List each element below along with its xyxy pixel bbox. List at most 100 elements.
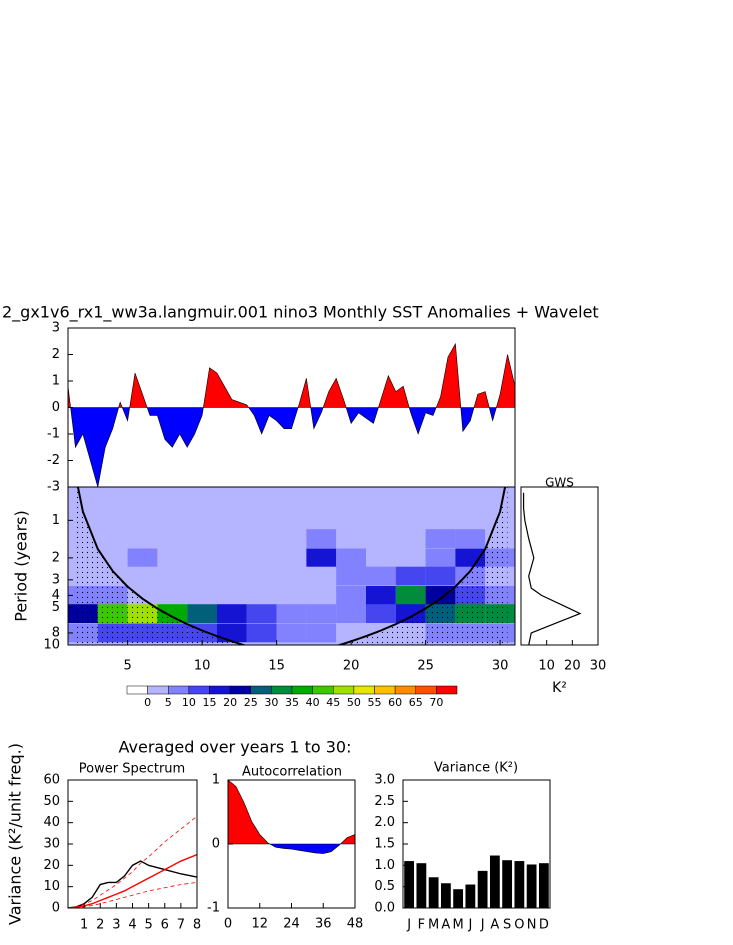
y-tick-label: 3: [52, 572, 60, 587]
colorbar-box: [250, 685, 272, 695]
y-tick-label: 8: [52, 625, 60, 640]
y-tick-label: 1.0: [374, 858, 395, 873]
colorbar-box: [312, 685, 334, 695]
y-tick-label: 40: [43, 815, 60, 830]
power-cell: [276, 566, 307, 586]
power-cell: [187, 604, 217, 623]
power-cell: [246, 604, 277, 623]
y-tick-label: 2.0: [374, 815, 395, 830]
power-cell: [157, 510, 188, 530]
power-cell: [306, 566, 337, 586]
power-cell: [187, 529, 217, 548]
y-tick-label: 1: [52, 513, 60, 528]
y-tick-label: 0: [212, 837, 220, 852]
power-cell: [366, 604, 396, 623]
x-tick-label: 1: [80, 918, 88, 933]
power-cell: [97, 510, 128, 530]
y-tick-label: 50: [43, 794, 60, 809]
x-tick-label: 36: [315, 917, 332, 932]
y-tick-label: 3.0: [374, 773, 395, 788]
power-cell: [217, 510, 247, 530]
power-cell: [425, 491, 456, 511]
x-tick-label: A: [490, 918, 499, 933]
power-cell: [366, 491, 396, 511]
power-cell: [246, 548, 277, 568]
power-cell: [425, 510, 456, 530]
panel-title: Variance (K²): [434, 761, 518, 776]
panel-title: Autocorrelation: [242, 765, 342, 780]
spectrum-line: [68, 854, 197, 908]
positive-area: [68, 342, 515, 408]
colorbar-label: 55: [368, 696, 382, 709]
x-tick-label: 4: [128, 918, 136, 933]
y-tick-label: -1: [47, 427, 60, 442]
power-cell: [455, 491, 486, 511]
plot-frame: [67, 486, 516, 646]
power-cell: [157, 586, 188, 605]
power-cell: [455, 510, 486, 530]
colorbar-label: 40: [306, 696, 320, 709]
power-cell: [127, 548, 158, 568]
power-cell: [395, 510, 426, 530]
coi-line: [76, 487, 507, 645]
power-cell: [306, 529, 337, 548]
power-cell: [187, 548, 217, 568]
plot-frame: [520, 486, 599, 646]
x-tick-label: 6: [161, 918, 169, 933]
y-tick-label: 2: [52, 347, 60, 362]
panel-title: Power Spectrum: [79, 762, 185, 777]
colorbar-label: 70: [429, 696, 443, 709]
y-tick-label: 3: [52, 321, 60, 336]
power-cell: [217, 548, 247, 568]
y-tick-label: 1: [212, 773, 220, 788]
y-axis-label: Period (years): [12, 510, 31, 622]
x-tick-label: F: [418, 918, 425, 933]
bar: [514, 861, 525, 908]
heading: Averaged over years 1 to 30:: [119, 738, 352, 757]
colorbar-box: [209, 685, 231, 695]
power-cell: [336, 586, 366, 605]
bar: [502, 860, 513, 908]
colorbar-label: 0: [144, 696, 151, 709]
x-tick-label: 12: [251, 917, 268, 932]
power-cell: [157, 548, 188, 568]
power-cell: [157, 491, 188, 511]
y-tick-label: 2.5: [374, 794, 395, 809]
coi-stipple: [75, 487, 508, 645]
x-tick-label: 8: [193, 918, 201, 933]
power-cell: [246, 586, 277, 605]
power-cell: [306, 623, 337, 643]
colorbar-box: [333, 685, 355, 695]
y-tick-label: 0.0: [374, 901, 395, 916]
power-cell: [366, 586, 396, 605]
figure-title: 2_gx1v6_rx1_ww3a.langmuir.001 nino3 Mont…: [2, 303, 599, 323]
power-cell: [217, 586, 247, 605]
power-cell: [425, 529, 456, 548]
power-cell: [187, 586, 217, 605]
power-cell: [217, 623, 247, 643]
spectrum-line: [68, 860, 197, 908]
x-tick-label: D: [539, 918, 549, 933]
y-tick-label: 30: [43, 837, 60, 852]
power-cell: [366, 529, 396, 548]
negative-area: [228, 844, 355, 854]
colorbar-label: 5: [165, 696, 172, 709]
bar: [428, 877, 439, 908]
colorbar-box: [415, 685, 437, 695]
x-tick-label: 30: [590, 659, 607, 674]
power-cell: [336, 491, 366, 511]
colorbar-box: [168, 685, 190, 695]
colorbar-box: [271, 685, 293, 695]
x-tick-label: M: [453, 918, 464, 933]
y-tick-label: -3: [47, 480, 60, 495]
x-tick-label: 24: [283, 917, 300, 932]
bar: [489, 855, 500, 908]
power-cell: [395, 491, 426, 511]
x-tick-label: 0: [224, 917, 232, 932]
x-tick-label: 5: [123, 659, 131, 674]
power-cell: [97, 529, 128, 548]
colorbar-box: [353, 685, 375, 695]
power-cell: [455, 529, 486, 548]
power-cell: [395, 548, 426, 568]
